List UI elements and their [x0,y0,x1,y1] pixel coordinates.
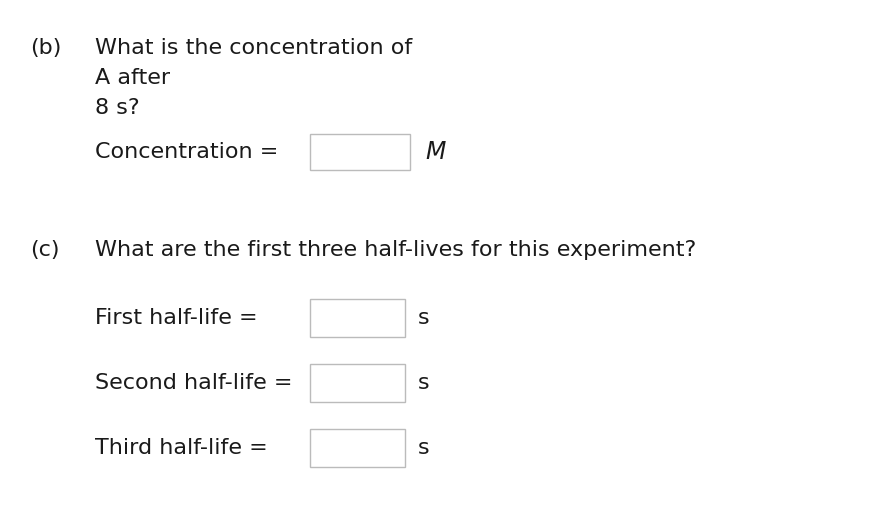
Text: What are the first three half-lives for this experiment?: What are the first three half-lives for … [95,240,696,260]
Text: s: s [418,373,429,393]
FancyBboxPatch shape [310,134,410,170]
Text: s: s [418,438,429,458]
Text: Third half-life =: Third half-life = [95,438,268,458]
Text: What is the concentration of: What is the concentration of [95,38,412,58]
Text: Second half-life =: Second half-life = [95,373,292,393]
Text: A after: A after [95,68,170,88]
Text: (b): (b) [30,38,61,58]
Text: 8 s?: 8 s? [95,98,140,118]
FancyBboxPatch shape [310,364,405,402]
FancyBboxPatch shape [310,429,405,467]
Text: M: M [425,140,445,164]
FancyBboxPatch shape [310,299,405,337]
Text: s: s [418,308,429,328]
Text: First half-life =: First half-life = [95,308,258,328]
Text: Concentration =: Concentration = [95,142,279,162]
Text: (c): (c) [30,240,59,260]
